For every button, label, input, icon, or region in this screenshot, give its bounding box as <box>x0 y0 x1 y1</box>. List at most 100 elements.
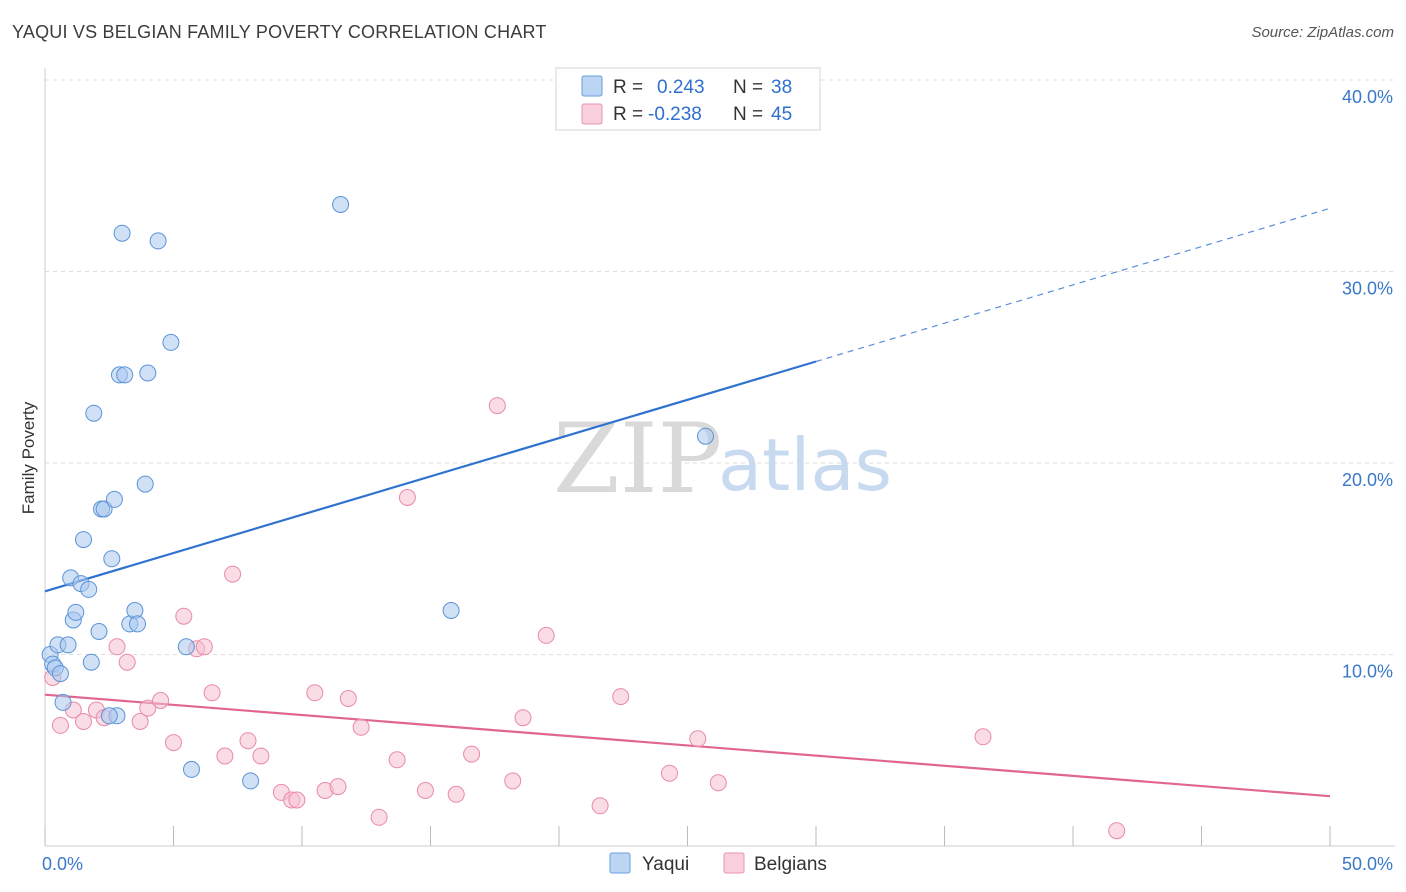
yaqui-point-13 <box>82 653 100 671</box>
belgian-point-27 <box>352 718 370 736</box>
belgian-point-28 <box>370 808 388 826</box>
yaqui-point-14 <box>85 404 103 422</box>
yaqui-point-18 <box>103 550 121 568</box>
yaqui-point-30 <box>162 333 180 351</box>
y-tick-label-2: 30.0% <box>1342 279 1393 299</box>
belgian-point-29 <box>388 751 406 769</box>
belgian-point-35 <box>504 772 522 790</box>
legend-r-label-yaqui: R = <box>613 77 643 98</box>
yaqui-point-36 <box>697 427 714 445</box>
belgian-point-23 <box>306 684 324 702</box>
belgian-point-37 <box>537 626 555 644</box>
belgian-point-33 <box>463 745 481 763</box>
belgian-point-3 <box>75 713 92 730</box>
yaqui-point-22 <box>113 224 131 242</box>
yaqui-point-6 <box>59 636 77 654</box>
legend-bottom: Yaqui Belgians <box>609 852 827 875</box>
legend-top: R = 0.243 N = 38 R = -0.238 N = 45 <box>555 67 821 131</box>
bottom-legend-swatch-belgians <box>723 852 745 874</box>
yaqui-point-37 <box>100 707 118 725</box>
belgian-point-43 <box>974 728 992 746</box>
y-tick-labels: 10.0% 20.0% 30.0% 40.0% <box>1342 87 1393 682</box>
y-tick-label-3: 40.0% <box>1342 87 1393 107</box>
belgian-point-34 <box>488 397 506 415</box>
watermark-zip: ZIP <box>553 403 722 515</box>
legend-n-label-yaqui: N = <box>733 77 763 98</box>
belgian-point-6 <box>108 638 126 656</box>
yaqui-point-31 <box>177 638 195 656</box>
bottom-legend-label-yaqui: Yaqui <box>642 854 689 875</box>
yaqui-point-5 <box>54 693 72 711</box>
belgian-point-31 <box>416 782 434 799</box>
legend-r-label-belgians: R = <box>613 104 643 125</box>
bottom-legend-swatch-yaqui <box>609 852 631 874</box>
legend-n-value-belgians: 45 <box>771 104 792 125</box>
trend-lines <box>44 207 1331 798</box>
legend-n-value-yaqui: 38 <box>771 77 792 98</box>
yaqui-point-12 <box>80 580 98 598</box>
x-tick-label-1: 50.0% <box>1342 854 1393 874</box>
y-tick-label-0: 10.0% <box>1342 662 1393 682</box>
belgian-point-22 <box>288 791 306 809</box>
belgian-point-18 <box>239 732 257 750</box>
yaqui-point-34 <box>332 196 350 213</box>
belgian-point-40 <box>661 764 678 782</box>
belgian-point-10 <box>152 692 170 709</box>
watermark-atlas: atlas <box>718 423 892 507</box>
x-tick-labels: 0.0% 50.0% <box>42 854 1393 874</box>
yaqui-point-26 <box>129 615 146 633</box>
yaqui-point-11 <box>75 531 92 549</box>
belgian-point-15 <box>203 684 221 702</box>
belgian-point-11 <box>165 734 182 752</box>
yaqui-point-35 <box>442 602 460 619</box>
belgian-point-36 <box>514 709 532 727</box>
belgian-point-38 <box>591 797 609 815</box>
y-axis-title: Family Poverty <box>19 401 38 514</box>
bottom-legend-label-belgians: Belgians <box>754 854 827 875</box>
belgian-point-39 <box>612 688 630 706</box>
belgian-point-17 <box>224 565 242 583</box>
axes <box>44 68 1395 847</box>
yaqui-point-15 <box>90 623 108 640</box>
grid-lines <box>45 79 1395 655</box>
data-points <box>41 196 1126 840</box>
legend-r-value-yaqui: 0.243 <box>657 77 705 98</box>
legend-swatch-yaqui <box>581 75 603 97</box>
belgian-point-14 <box>195 638 213 656</box>
belgian-point-42 <box>709 774 727 792</box>
belgian-point-19 <box>252 747 270 765</box>
yaqui-point-28 <box>139 364 157 382</box>
belgian-point-41 <box>689 730 707 748</box>
yaqui-point-33 <box>242 772 260 790</box>
belgian-point-25 <box>329 778 347 796</box>
yaqui-point-23 <box>116 366 134 384</box>
yaqui-point-9 <box>67 603 85 621</box>
y-tick-label-1: 20.0% <box>1342 470 1393 490</box>
belgians-trend-line <box>44 693 1331 798</box>
chart-source: Source: ZipAtlas.com <box>1251 24 1394 41</box>
legend-r-value-belgians: -0.238 <box>648 104 702 125</box>
watermark: ZIP atlas <box>553 403 892 515</box>
x-tick-label-0: 0.0% <box>42 854 83 874</box>
yaqui-trend-extension <box>815 207 1331 363</box>
belgian-point-9 <box>139 699 157 717</box>
yaqui-point-29 <box>149 232 167 250</box>
belgian-point-30 <box>398 489 416 506</box>
belgian-point-8 <box>131 713 149 730</box>
legend-swatch-belgians <box>581 103 603 125</box>
chart-title: YAQUI VS BELGIAN FAMILY POVERTY CORRELAT… <box>12 22 547 42</box>
yaqui-point-4 <box>51 665 69 683</box>
belgian-point-44 <box>1108 822 1126 840</box>
belgian-point-32 <box>447 785 465 803</box>
belgian-point-12 <box>175 607 193 625</box>
yaqui-point-27 <box>136 475 154 493</box>
belgian-point-26 <box>339 690 357 707</box>
legend-n-label-belgians: N = <box>733 104 763 125</box>
belgian-point-7 <box>118 653 136 671</box>
belgian-point-1 <box>51 716 69 734</box>
yaqui-trend-line <box>44 360 817 593</box>
belgian-point-16 <box>216 747 234 765</box>
yaqui-point-32 <box>183 760 200 778</box>
yaqui-point-19 <box>105 490 123 508</box>
